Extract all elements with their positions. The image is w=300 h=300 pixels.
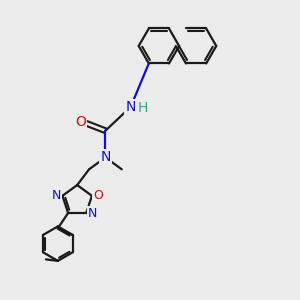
Text: O: O [94, 189, 103, 202]
Text: N: N [51, 189, 61, 202]
Text: O: O [75, 115, 86, 129]
Text: N: N [88, 207, 98, 220]
Text: N: N [125, 100, 136, 114]
Text: N: N [100, 150, 111, 164]
Text: H: H [138, 101, 148, 116]
